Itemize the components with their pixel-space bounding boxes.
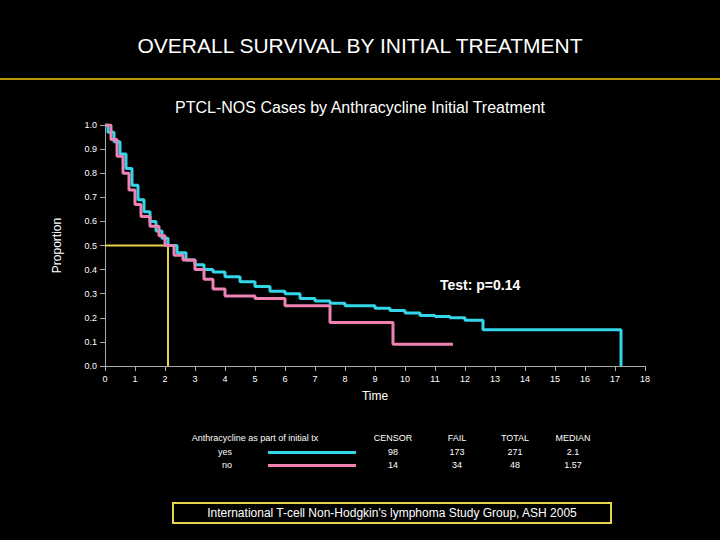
html-text:TOTAL: TOTAL <box>500 433 530 443</box>
html-text:34: 34 <box>452 460 462 470</box>
svg-text:15: 15 <box>550 374 560 384</box>
svg-text:4: 4 <box>222 374 227 384</box>
html-text:173: 173 <box>449 447 465 457</box>
svg-text:18: 18 <box>640 374 650 384</box>
html-text:no: no <box>222 460 232 470</box>
svg-text:3: 3 <box>192 374 197 384</box>
svg-text:1.0: 1.0 <box>84 120 97 130</box>
svg-text:8: 8 <box>342 374 347 384</box>
html-text:14: 14 <box>388 460 398 470</box>
svg-text:Time: Time <box>362 389 389 403</box>
svg-text:0.1: 0.1 <box>84 337 97 347</box>
html-text:1.57: 1.57 <box>564 460 582 470</box>
html-text:271: 271 <box>507 447 523 457</box>
svg-text:PTCL-NOS Cases by Anthracyclin: PTCL-NOS Cases by Anthracycline Initial … <box>175 99 545 116</box>
svg-text:0.0: 0.0 <box>84 361 97 371</box>
svg-text:0.8: 0.8 <box>84 168 97 178</box>
svg-text:0.2: 0.2 <box>84 313 97 323</box>
html-text:International T-cell Non-Hodgk: International T-cell Non-Hodgkin's lymph… <box>207 506 577 520</box>
svg-text:11: 11 <box>430 374 439 384</box>
svg-text:9: 9 <box>372 374 377 384</box>
svg-text:12: 12 <box>460 374 470 384</box>
html-text:yes: yes <box>218 447 232 457</box>
svg-text:0.6: 0.6 <box>84 216 97 226</box>
svg-text:0.5: 0.5 <box>84 241 97 251</box>
svg-text:7: 7 <box>312 374 317 384</box>
svg-text:13: 13 <box>490 374 500 384</box>
html-text:CENSOR: CENSOR <box>373 433 413 443</box>
svg-text:Proportion: Proportion <box>50 218 64 273</box>
svg-text:1: 1 <box>132 374 137 384</box>
svg-text:5: 5 <box>252 374 257 384</box>
svg-text:14: 14 <box>520 374 530 384</box>
html-text:MEDIAN: MEDIAN <box>555 433 591 443</box>
svg-text:16: 16 <box>580 374 590 384</box>
html-text:Anthracycline as part of initi: Anthracycline as part of initial tx <box>191 433 319 443</box>
svg-text:0.9: 0.9 <box>84 144 97 154</box>
html-text:FAIL: FAIL <box>447 433 467 443</box>
svg-text:0.3: 0.3 <box>84 289 97 299</box>
svg-text:OVERALL SURVIVAL BY INITIAL TR: OVERALL SURVIVAL BY INITIAL TREATMENT <box>137 34 582 57</box>
svg-text:Test: p=0.14: Test: p=0.14 <box>440 277 520 293</box>
svg-text:2: 2 <box>162 374 167 384</box>
svg-text:10: 10 <box>400 374 410 384</box>
svg-text:6: 6 <box>282 374 287 384</box>
html-text:98: 98 <box>388 447 398 457</box>
svg-text:0.4: 0.4 <box>84 265 97 275</box>
svg-text:0: 0 <box>102 374 107 384</box>
svg-text:17: 17 <box>610 374 620 384</box>
svg-text:0.7: 0.7 <box>84 192 97 202</box>
html-text:48: 48 <box>510 460 520 470</box>
html-text:2.1: 2.1 <box>566 447 580 457</box>
